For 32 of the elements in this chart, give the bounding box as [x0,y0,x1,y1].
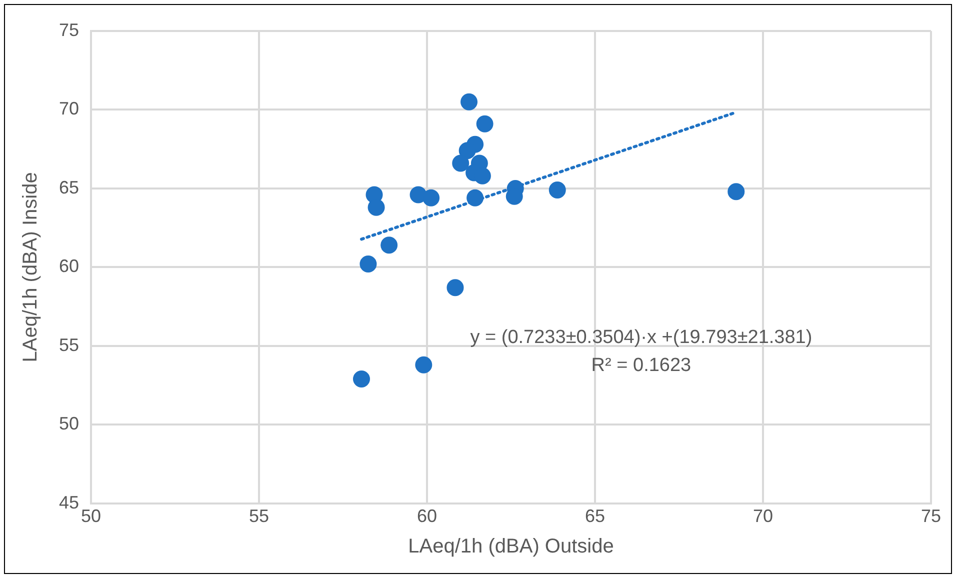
y-tick-label: 55 [58,334,80,355]
point [466,189,484,206]
point [360,256,377,273]
x-axis-title: LAeq/1h (dBA) Outside [408,536,614,558]
point [476,115,494,132]
point [452,154,470,172]
y-tick-label: 50 [58,414,80,434]
x-tick-label: 50 [81,506,102,526]
x-tick-label: 65 [584,506,606,526]
y-tick-label: 65 [58,177,80,198]
point [474,167,491,184]
x-tick-label: 55 [249,506,270,526]
y-axis-title: LAeq/1h (dBA) Inside [20,172,42,362]
y-tick-label: 75 [58,20,80,40]
y-tick-label: 45 [58,492,80,512]
point [380,236,398,254]
point [458,142,476,160]
x-tick-label: 75 [920,506,942,526]
point [415,356,432,374]
annotation: R² = 0.1623 [591,354,692,376]
y-tick-label: 70 [58,98,80,119]
x-tick-label: 70 [752,506,774,526]
point [460,93,478,110]
point [368,198,385,216]
annotation: y = (0.7233±0.3504)·x +(19.793±21.381) [470,326,812,348]
point [352,370,370,388]
point [446,279,464,296]
point [728,183,745,200]
point [422,189,440,206]
y-tick-label: 60 [58,256,80,276]
x-tick-label: 60 [416,506,438,526]
point [548,182,566,199]
